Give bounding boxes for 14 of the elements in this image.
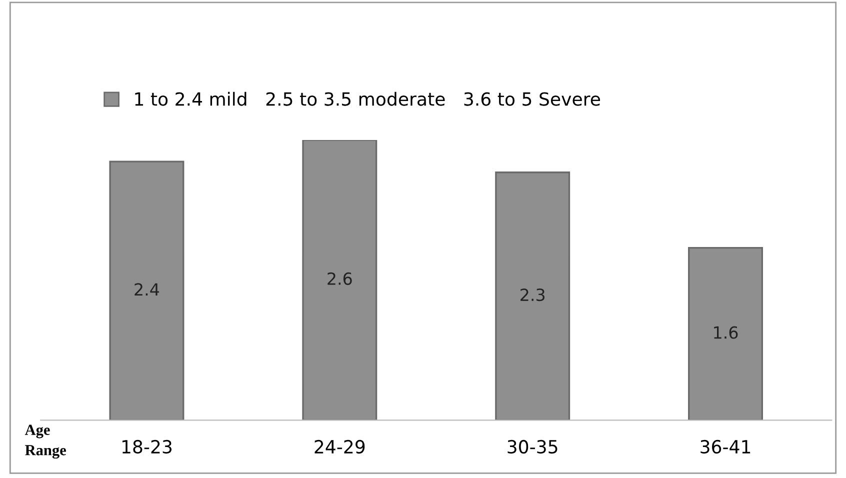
bar <box>495 172 570 420</box>
data-label: 1.6 <box>714 326 738 339</box>
x-tick-label: 30-35 <box>508 440 558 454</box>
data-label: 2.6 <box>328 272 352 285</box>
x-tick-label: 24-29 <box>314 440 365 454</box>
x-tick-label: 36-41 <box>700 440 750 454</box>
x-axis-title: Age Range <box>24 424 66 459</box>
data-label: 2.3 <box>520 288 544 302</box>
x-tick-label: 18-23 <box>122 440 172 454</box>
legend-label: 1 to 2.4 mild 2.5 to 3.5 moderate 3.6 to 5 Severe <box>135 92 600 106</box>
bar <box>109 160 184 420</box>
bar <box>688 246 763 420</box>
bar <box>302 140 378 420</box>
data-label: 2.4 <box>134 283 160 296</box>
